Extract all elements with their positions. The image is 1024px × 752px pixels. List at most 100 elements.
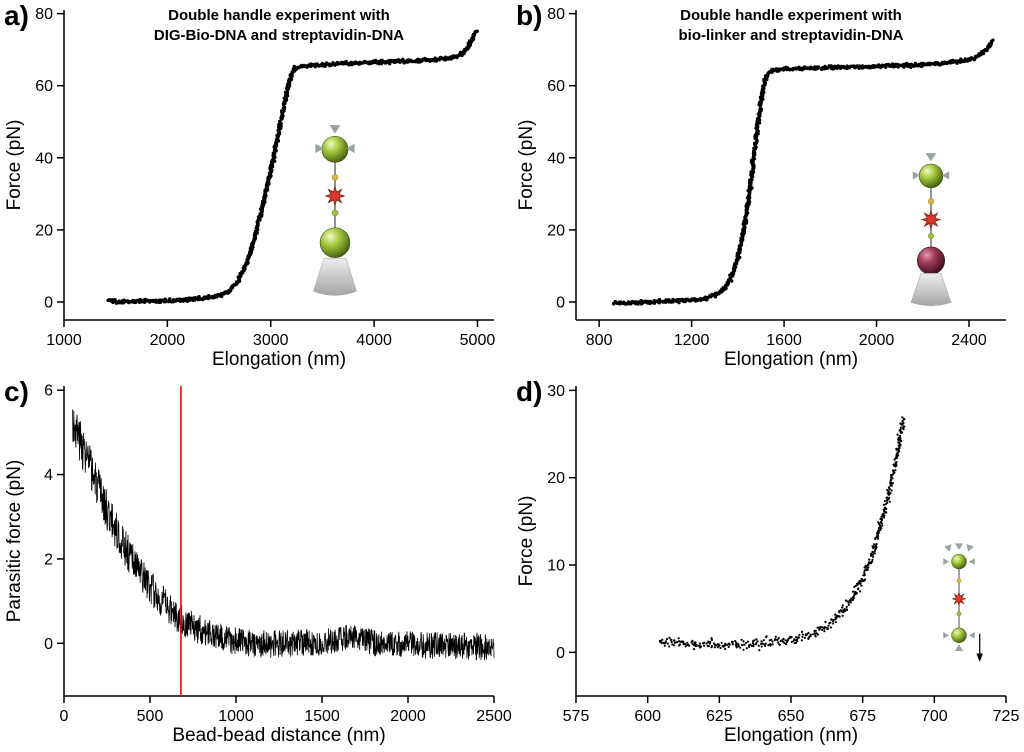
dig-label-dot (956, 578, 962, 583)
antibody-arrow-icon (944, 544, 952, 552)
svg-text:3000: 3000 (253, 332, 289, 349)
chart-a: 1000 2000 3000 4000 5000 0 20 40 60 80 Elongation … (4, 6, 496, 370)
svg-text:60: 60 (547, 78, 565, 95)
red-star-icon (951, 591, 967, 607)
construct-illustration-a (313, 125, 357, 296)
svg-text:Parasitic force (pN): Parasitic force (pN) (4, 460, 25, 623)
antibody-arrow-icon (925, 153, 937, 162)
panel-b: 800 1200 1600 2000 2400 0 20 40 60 80 Elongation (… (512, 0, 1024, 376)
svg-text:0: 0 (44, 636, 53, 653)
antibody-arrow-icon (315, 143, 324, 154)
svg-text:40: 40 (547, 150, 565, 167)
svg-text:0: 0 (44, 294, 53, 311)
pull-direction-arrowhead-icon (976, 653, 984, 662)
panel-title-line: Double handle experiment with (680, 7, 902, 24)
svg-text:700: 700 (921, 708, 948, 725)
svg-text:Elongation (nm): Elongation (nm) (212, 349, 346, 370)
svg-text:800: 800 (586, 332, 613, 349)
green-bead-top (951, 553, 967, 570)
panel-title-a: Double handle experiment with DIG-Bio-DN… (64, 6, 494, 45)
svg-text:500: 500 (137, 708, 164, 725)
svg-text:1000: 1000 (46, 332, 82, 349)
svg-text:2400: 2400 (951, 332, 987, 349)
antibody-arrow-icon (954, 644, 964, 652)
svg-text:650: 650 (778, 708, 805, 725)
svg-text:1600: 1600 (766, 332, 802, 349)
antibody-arrow-icon (941, 171, 950, 180)
svg-text:0: 0 (556, 645, 565, 662)
svg-text:1200: 1200 (674, 332, 710, 349)
svg-text:40: 40 (35, 150, 53, 167)
bio-label-dot (956, 611, 962, 617)
svg-text:2500: 2500 (476, 708, 512, 725)
svg-text:600: 600 (634, 708, 661, 725)
svg-text:675: 675 (849, 708, 876, 725)
panel-title-line: bio-linker and streptavidin-DNA (678, 26, 904, 44)
svg-text:80: 80 (35, 6, 53, 23)
svg-text:625: 625 (706, 708, 733, 725)
svg-text:575: 575 (563, 708, 590, 725)
panel-title-line: Double handle experiment with (168, 7, 390, 24)
green-bead-top (918, 163, 944, 188)
antibody-arrow-icon (968, 558, 975, 565)
bio-linker-dot (927, 198, 935, 205)
svg-text:20: 20 (547, 470, 565, 487)
green-bead-top (321, 135, 349, 163)
green-bead-bottom (951, 627, 967, 644)
pedestal (313, 258, 357, 296)
chart-d: 575 600 625 650 675 700 725 0 10 20 30 Elongation (… (516, 383, 1020, 746)
antibody-arrow-icon (329, 125, 341, 134)
panel-c: 0 500 1000 1500 2000 2500 0 2 4 6 Bead-bead distan… (0, 376, 512, 752)
green-bead-bottom (319, 227, 351, 258)
svg-text:10: 10 (547, 558, 565, 575)
svg-text:60: 60 (35, 78, 53, 95)
svg-text:2000: 2000 (859, 332, 895, 349)
antibody-arrow-icon (966, 544, 974, 552)
panel-label-b: b) (516, 0, 543, 31)
antibody-arrow-icon (943, 632, 950, 639)
antibody-arrow-icon (943, 558, 950, 565)
panel-title-line: DIG-Bio-DNA and streptavidin-DNA (153, 26, 405, 44)
construct-illustration-d (943, 543, 984, 662)
svg-text:725: 725 (993, 708, 1020, 725)
panel-label-a: a) (4, 0, 29, 31)
svg-text:5000: 5000 (460, 332, 496, 349)
pedestal (910, 273, 952, 306)
svg-text:2000: 2000 (150, 332, 186, 349)
svg-text:20: 20 (547, 222, 565, 239)
panel-a: 1000 2000 3000 4000 5000 0 20 40 60 80 Elongation … (0, 0, 512, 376)
svg-text:2: 2 (44, 551, 53, 568)
panel-label-d: d) (516, 376, 543, 407)
svg-text:0: 0 (556, 294, 565, 311)
bio-label-dot (928, 233, 934, 239)
red-star-icon (324, 185, 346, 207)
svg-text:4: 4 (44, 467, 53, 484)
svg-text:Force (pN): Force (pN) (516, 120, 537, 211)
bio-label-dot (331, 209, 339, 217)
antibody-arrow-icon (346, 143, 355, 154)
svg-text:30: 30 (547, 383, 565, 400)
svg-text:1500: 1500 (304, 708, 340, 725)
panel-d: 575 600 625 650 675 700 725 0 10 20 30 Elongation (… (512, 376, 1024, 752)
chart-c: 0 500 1000 1500 2000 2500 0 2 4 6 Bead-bead distan… (4, 383, 512, 746)
svg-text:Force (pN): Force (pN) (4, 120, 25, 211)
svg-text:1000: 1000 (218, 708, 254, 725)
svg-text:Bead-bead distance (nm): Bead-bead distance (nm) (172, 725, 385, 746)
antibody-arrow-icon (912, 171, 921, 180)
chart-b: 800 1200 1600 2000 2400 0 20 40 60 80 Elongation (… (516, 6, 1006, 370)
svg-text:Force (pN): Force (pN) (516, 496, 537, 587)
antibody-arrow-icon (968, 632, 975, 639)
svg-text:2000: 2000 (390, 708, 426, 725)
red-star-icon (920, 209, 942, 231)
svg-text:20: 20 (35, 222, 53, 239)
svg-text:4000: 4000 (356, 332, 392, 349)
antibody-arrow-icon (954, 543, 964, 550)
svg-text:0: 0 (60, 708, 69, 725)
construct-illustration-b (910, 153, 952, 306)
svg-text:80: 80 (547, 6, 565, 23)
panel-label-c: c) (4, 376, 29, 407)
svg-text:Elongation (nm): Elongation (nm) (724, 349, 858, 370)
panel-title-b: Double handle experiment with bio-linker… (576, 6, 1006, 45)
streptavidin-bead (917, 246, 945, 275)
